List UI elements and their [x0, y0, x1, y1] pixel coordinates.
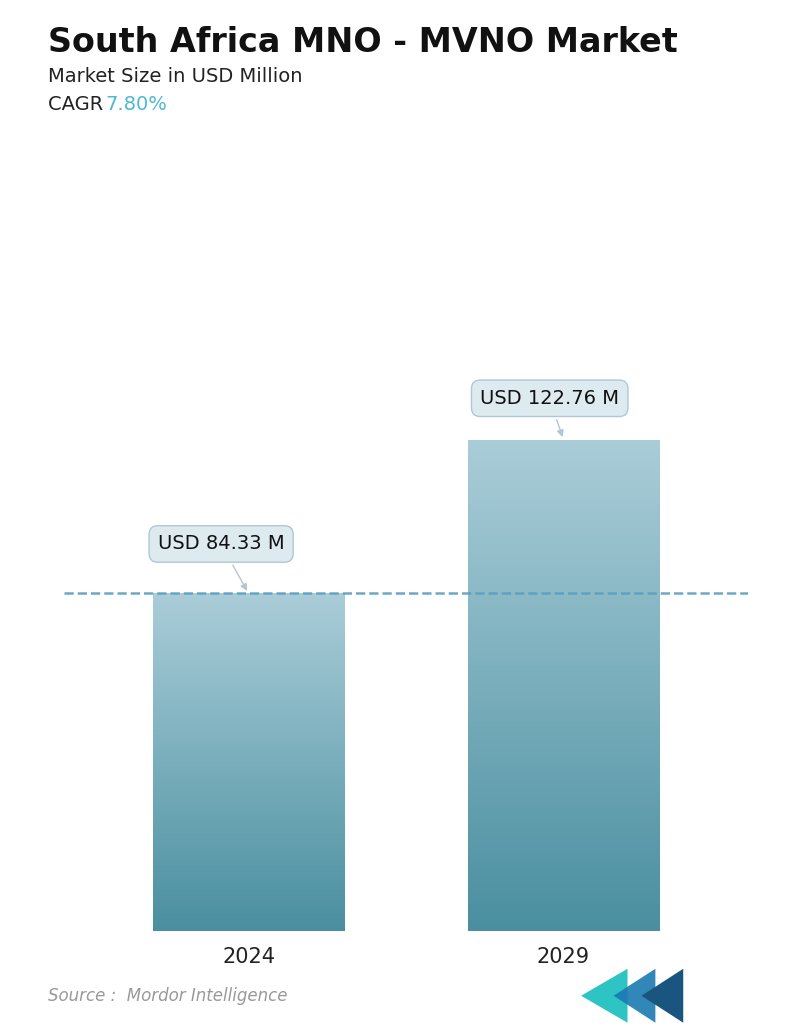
- Polygon shape: [581, 969, 627, 1023]
- Polygon shape: [614, 969, 655, 1023]
- Text: CAGR: CAGR: [48, 95, 115, 114]
- Text: USD 122.76 M: USD 122.76 M: [480, 389, 619, 435]
- Polygon shape: [642, 969, 683, 1023]
- Text: USD 84.33 M: USD 84.33 M: [158, 535, 284, 589]
- Text: Source :  Mordor Intelligence: Source : Mordor Intelligence: [48, 987, 287, 1005]
- Text: Market Size in USD Million: Market Size in USD Million: [48, 67, 302, 86]
- Text: 7.80%: 7.80%: [105, 95, 167, 114]
- Text: South Africa MNO - MVNO Market: South Africa MNO - MVNO Market: [48, 26, 677, 59]
